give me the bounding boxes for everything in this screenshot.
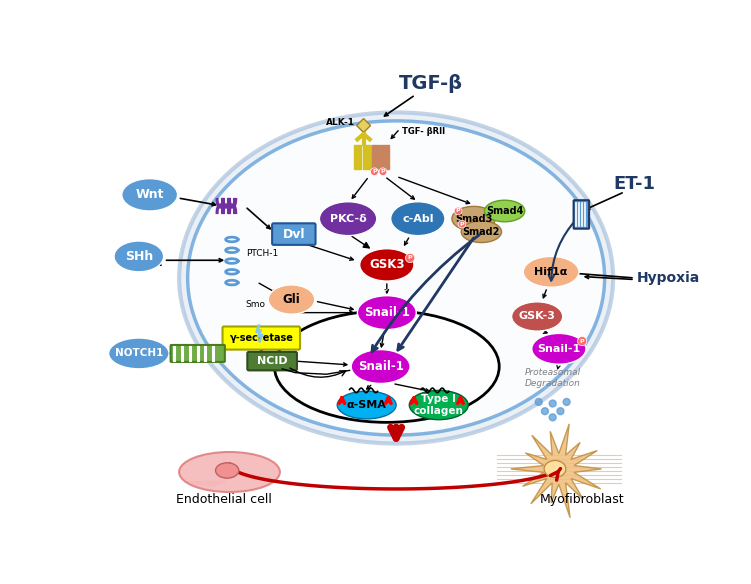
Ellipse shape xyxy=(351,350,410,384)
Circle shape xyxy=(370,168,379,176)
Text: Smad2: Smad2 xyxy=(463,227,500,237)
Ellipse shape xyxy=(114,241,164,272)
Text: Endothelial cell: Endothelial cell xyxy=(176,493,272,506)
Circle shape xyxy=(541,408,548,415)
Text: ET-1: ET-1 xyxy=(614,175,656,193)
Circle shape xyxy=(549,414,556,421)
Text: P: P xyxy=(580,339,584,343)
Circle shape xyxy=(535,398,542,405)
Ellipse shape xyxy=(188,121,605,435)
Text: Smad3: Smad3 xyxy=(455,214,493,224)
Bar xyxy=(363,145,370,169)
Bar xyxy=(354,145,361,169)
Text: Snail-1: Snail-1 xyxy=(357,360,403,373)
Circle shape xyxy=(578,336,587,346)
Text: Hypoxia: Hypoxia xyxy=(636,271,700,285)
Bar xyxy=(372,145,380,169)
Text: NOTCH1: NOTCH1 xyxy=(115,349,163,359)
Text: Gli: Gli xyxy=(282,293,300,306)
FancyBboxPatch shape xyxy=(247,352,297,370)
Ellipse shape xyxy=(484,200,525,222)
Ellipse shape xyxy=(319,201,377,235)
Text: ALK-1: ALK-1 xyxy=(326,118,354,127)
Ellipse shape xyxy=(544,460,566,477)
Circle shape xyxy=(563,398,570,405)
Circle shape xyxy=(557,408,564,415)
Text: α-SMA: α-SMA xyxy=(347,400,387,410)
Text: Snail-1: Snail-1 xyxy=(364,306,410,319)
Text: P: P xyxy=(381,169,385,174)
Circle shape xyxy=(549,400,556,407)
Ellipse shape xyxy=(532,333,586,364)
Text: P: P xyxy=(456,208,460,214)
Text: Myofibroblast: Myofibroblast xyxy=(540,493,624,506)
Text: Proteasomal
Degradation: Proteasomal Degradation xyxy=(525,369,581,388)
Ellipse shape xyxy=(511,302,562,331)
Text: Hif1α: Hif1α xyxy=(535,267,568,277)
Ellipse shape xyxy=(523,256,579,287)
Text: GSK3: GSK3 xyxy=(369,258,405,272)
Circle shape xyxy=(379,168,387,176)
Ellipse shape xyxy=(179,113,613,443)
Text: TGF- βRII: TGF- βRII xyxy=(403,127,445,136)
FancyBboxPatch shape xyxy=(272,223,315,245)
Text: NCID: NCID xyxy=(257,356,288,366)
Ellipse shape xyxy=(268,285,315,314)
FancyBboxPatch shape xyxy=(222,326,300,350)
Text: c-Abl: c-Abl xyxy=(402,214,433,224)
Text: SHh: SHh xyxy=(125,250,153,263)
Circle shape xyxy=(458,220,466,228)
Ellipse shape xyxy=(391,201,445,235)
Ellipse shape xyxy=(337,391,396,419)
Ellipse shape xyxy=(122,179,177,211)
Text: Snail-1: Snail-1 xyxy=(537,344,581,354)
Text: Smad4: Smad4 xyxy=(486,206,523,216)
Text: γ-secretase: γ-secretase xyxy=(229,333,293,343)
Ellipse shape xyxy=(452,206,496,231)
Polygon shape xyxy=(357,119,370,133)
Text: PKC-δ: PKC-δ xyxy=(330,214,366,224)
Circle shape xyxy=(454,207,462,215)
Ellipse shape xyxy=(409,390,468,420)
Text: Smo: Smo xyxy=(246,300,266,310)
Ellipse shape xyxy=(274,311,499,422)
Text: P: P xyxy=(460,221,464,227)
Ellipse shape xyxy=(216,463,239,478)
Text: GSK-3: GSK-3 xyxy=(519,311,556,321)
Bar xyxy=(382,145,389,169)
Ellipse shape xyxy=(357,296,416,329)
Text: Type I
collagen: Type I collagen xyxy=(414,394,463,416)
Text: P: P xyxy=(372,169,377,174)
Text: Dvl: Dvl xyxy=(282,228,305,241)
Text: Wnt: Wnt xyxy=(135,188,164,201)
Text: P: P xyxy=(408,255,412,260)
Ellipse shape xyxy=(461,221,502,242)
Polygon shape xyxy=(187,481,225,486)
Ellipse shape xyxy=(109,338,169,369)
FancyBboxPatch shape xyxy=(574,200,589,229)
Text: TGF-β: TGF-β xyxy=(399,74,463,93)
Polygon shape xyxy=(511,424,602,518)
FancyBboxPatch shape xyxy=(170,345,225,362)
Circle shape xyxy=(406,253,415,263)
Ellipse shape xyxy=(360,249,414,281)
Text: PTCH-1: PTCH-1 xyxy=(246,249,278,258)
Ellipse shape xyxy=(179,452,280,492)
